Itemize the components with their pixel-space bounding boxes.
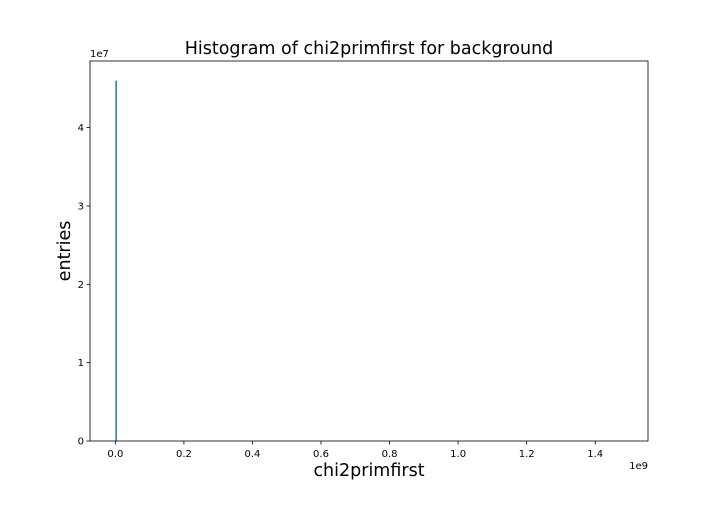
- y-axis-label: entries: [55, 221, 75, 282]
- x-tick-label: 1.0: [450, 449, 466, 460]
- y-axis-offset-label: 1e7: [90, 49, 109, 60]
- x-tick-label: 0.8: [382, 449, 398, 460]
- x-axis-offset-label: 1e9: [629, 461, 648, 472]
- histogram-bar: [115, 80, 117, 441]
- y-tick-label: 4: [78, 123, 84, 134]
- x-axis: 0.0 0.2 0.4 0.6 0.8 1.0 1.2 1.4: [107, 441, 603, 460]
- x-tick-label: 0.0: [107, 449, 123, 460]
- y-tick-label: 1: [78, 358, 84, 369]
- x-tick-label: 1.2: [519, 449, 535, 460]
- x-axis-label: chi2primfirst: [313, 461, 424, 481]
- y-tick-label: 2: [78, 280, 84, 291]
- chart-title: Histogram of chi2primfirst for backgroun…: [185, 39, 554, 59]
- x-tick-label: 0.4: [245, 449, 261, 460]
- y-tick-label: 0: [78, 437, 84, 448]
- x-tick-label: 0.2: [176, 449, 192, 460]
- x-tick-label: 0.6: [313, 449, 329, 460]
- bars-layer: [115, 80, 117, 441]
- plot-frame: [89, 60, 649, 442]
- y-tick-label: 3: [78, 201, 84, 212]
- x-tick-label: 1.4: [587, 449, 603, 460]
- y-axis: 0 1 2 3 4: [78, 123, 90, 448]
